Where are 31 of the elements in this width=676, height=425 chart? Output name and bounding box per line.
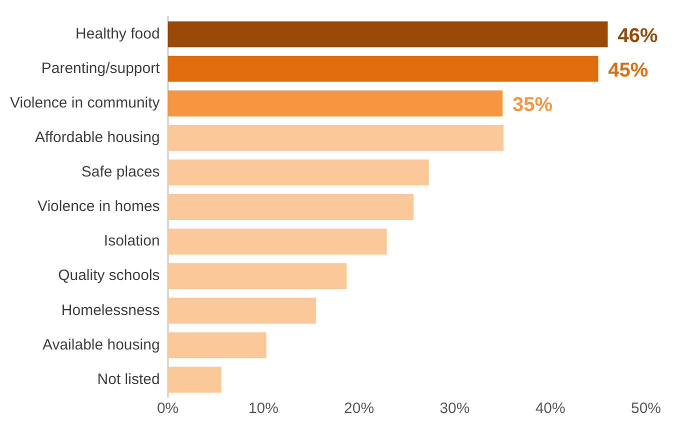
x-tick-label: 40% <box>535 400 566 418</box>
bar <box>168 366 222 393</box>
x-tick-label: 30% <box>440 400 470 418</box>
bar <box>168 124 504 151</box>
y-tick-label: Safe places <box>81 164 160 181</box>
x-tick-label: 0% <box>156 400 179 418</box>
y-tick-label: Affordable housing <box>34 129 160 146</box>
y-tick-label: Homelessness <box>61 302 160 319</box>
x-tick-label: 20% <box>344 400 374 418</box>
bar <box>168 56 598 82</box>
bar <box>168 332 266 358</box>
y-tick-label: Not listed <box>97 370 160 388</box>
x-tick-label: 10% <box>248 400 278 418</box>
bar <box>168 298 316 324</box>
bar <box>168 263 347 290</box>
y-tick-label: Healthy food <box>76 25 160 42</box>
bar <box>168 160 429 186</box>
y-tick-label: Violence in community <box>10 94 160 112</box>
bar <box>168 228 387 254</box>
y-tick-label: Isolation <box>104 232 160 250</box>
y-tick-label: Violence in homes <box>37 198 160 216</box>
bar <box>168 21 608 48</box>
data-label: 46% <box>618 24 658 47</box>
y-tick-label: Available housing <box>42 336 160 354</box>
data-label: 45% <box>608 59 648 82</box>
data-label: 35% <box>512 94 553 116</box>
x-tick-label: 50% <box>630 400 662 418</box>
y-tick-label: Quality schools <box>58 267 160 284</box>
bar <box>168 90 503 116</box>
y-tick-label: Parenting/support <box>41 60 161 77</box>
bar <box>168 194 414 220</box>
